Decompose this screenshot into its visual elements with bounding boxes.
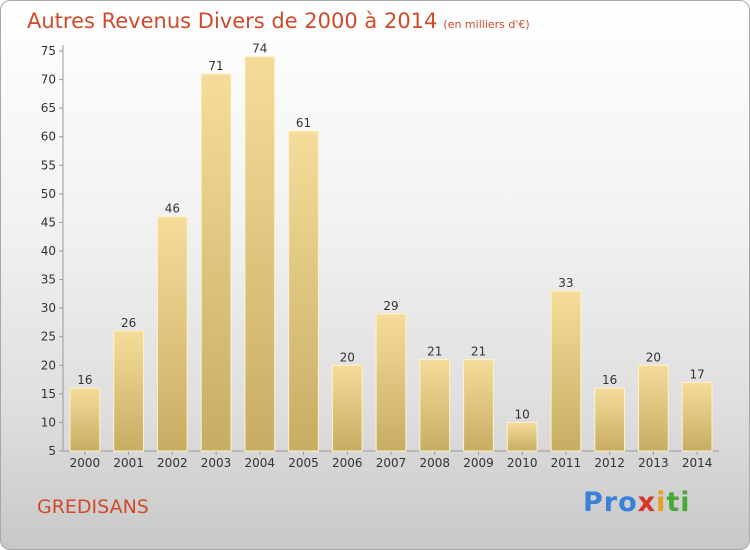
logo-part: i <box>656 487 667 518</box>
bars <box>69 56 713 452</box>
bar <box>113 330 144 452</box>
bar-value-label: 16 <box>77 373 92 387</box>
logo-part: Pro <box>583 487 638 518</box>
y-tick-label: 75 <box>41 44 56 58</box>
bar <box>419 359 451 452</box>
x-tick-label: 2008 <box>419 456 450 470</box>
bar-value-label: 33 <box>558 276 573 290</box>
x-tick-label: 2000 <box>70 456 101 470</box>
x-tick-label: 2012 <box>594 456 625 470</box>
x-tick-label: 2002 <box>157 456 188 470</box>
bar <box>156 216 188 452</box>
x-tick-label: 2010 <box>507 456 538 470</box>
bar-value-label: 71 <box>208 59 223 73</box>
x-tick-label: 2011 <box>551 456 582 470</box>
y-tick-label: 60 <box>41 130 56 144</box>
x-tick-label: 2009 <box>463 456 494 470</box>
y-tick-label: 10 <box>41 415 56 429</box>
bar-value-label: 10 <box>515 407 530 421</box>
bar <box>550 290 582 452</box>
bar-value-label: 26 <box>121 316 136 330</box>
y-tick-label: 65 <box>41 101 56 115</box>
y-tick-label: 35 <box>41 273 56 287</box>
x-tick-label: 2013 <box>638 456 669 470</box>
y-tick-label: 15 <box>41 387 56 401</box>
logo-part: x <box>637 487 657 518</box>
y-tick-label: 45 <box>41 215 56 229</box>
bar-value-label: 21 <box>471 345 486 359</box>
x-tick-label: 2003 <box>201 456 232 470</box>
y-tick-label: 70 <box>41 73 56 87</box>
bar <box>375 313 407 452</box>
bar <box>594 387 626 452</box>
y-tick-label: 25 <box>41 330 56 344</box>
y-tick-label: 20 <box>41 358 56 372</box>
bar <box>288 130 319 452</box>
axes: 5 10 15 20 25 30 35 40 45 50 55 60 65 70 75 <box>41 44 719 458</box>
bar-value-label: 29 <box>383 299 398 313</box>
x-tick-label: 2006 <box>332 456 363 470</box>
x-tick-label: 2005 <box>288 456 319 470</box>
x-tick-label: 2007 <box>376 456 407 470</box>
bar-value-label: 46 <box>165 202 180 216</box>
x-tick-label: 2001 <box>113 456 144 470</box>
logo-part: ti <box>666 487 691 518</box>
chart-subtitle: (en milliers d'€) <box>443 18 530 31</box>
bar-value-label: 20 <box>340 350 355 364</box>
chart-title: Autres Revenus Divers de 2000 à 2014 (en … <box>27 9 530 33</box>
bar <box>463 359 494 452</box>
bar <box>638 364 669 452</box>
x-tick-label: 2014 <box>682 456 713 470</box>
y-tick-label: 55 <box>41 158 56 172</box>
bar <box>69 387 101 452</box>
x-tick-label: 2004 <box>245 456 276 470</box>
title-text: Autres Revenus Divers de 2000 à 2014 <box>27 9 438 33</box>
bar-value-label: 74 <box>252 42 267 56</box>
commune-name: GREDISANS <box>37 496 149 518</box>
bar-value-label: 61 <box>296 116 311 130</box>
bar <box>331 364 363 452</box>
bar <box>681 381 713 452</box>
labels: 16 2000 26 2001 46 2002 71 2003 74 2004 61 2005 20 20… <box>70 42 713 470</box>
bar <box>244 56 276 452</box>
bar-value-label: 16 <box>602 373 617 387</box>
y-tick-label: 5 <box>48 444 56 458</box>
y-tick-label: 30 <box>41 301 56 315</box>
bar-value-label: 17 <box>689 367 704 381</box>
y-tick-label: 50 <box>41 187 56 201</box>
y-tick-label: 40 <box>41 244 56 258</box>
bar-value-label: 20 <box>646 350 661 364</box>
bar <box>506 421 538 452</box>
proxiti-logo[interactable]: Proxiti <box>583 487 691 518</box>
bar <box>200 73 232 452</box>
bar-value-label: 21 <box>427 345 442 359</box>
